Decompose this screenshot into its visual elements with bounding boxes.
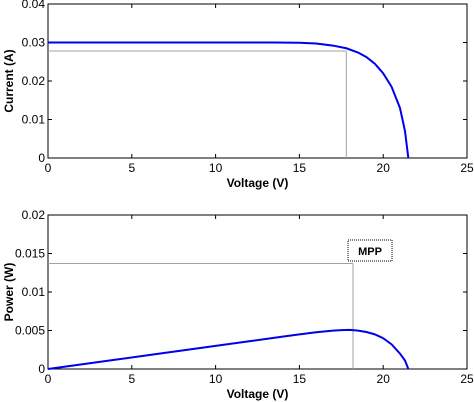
pv-curve xyxy=(47,328,410,370)
pv-y-tick-label: 0 xyxy=(38,362,45,376)
iv-x-tick-label: 25 xyxy=(460,161,474,175)
iv-x-tick-label: 20 xyxy=(377,161,391,175)
pv-x-tick-label: 15 xyxy=(293,372,307,386)
iv-y-tick-label: 0.01 xyxy=(22,113,46,127)
pv-x-tick-label: 0 xyxy=(45,372,52,386)
pv-plot: 0 5 10 15 20 25 0 0.005 0.01 0.015 0.02 MPP Voltag… xyxy=(2,208,474,401)
iv-curve xyxy=(48,41,410,159)
iv-y-tick-label: 0.03 xyxy=(22,36,46,50)
iv-plot-area xyxy=(47,3,468,159)
pv-x-tick-label: 10 xyxy=(209,372,223,386)
pv-y-axis-label: Power (W) xyxy=(2,263,16,322)
pv-x-axis-label: Voltage (V) xyxy=(227,387,289,401)
pv-x-tick-label: 25 xyxy=(460,372,474,386)
iv-mpp-reference-lines xyxy=(48,50,347,158)
iv-y-tick-label: 0.02 xyxy=(22,74,46,88)
pv-x-tick-label: 5 xyxy=(128,372,135,386)
iv-x-tick-label: 10 xyxy=(209,161,223,175)
mpp-label: MPP xyxy=(358,246,382,258)
mpp-label-box xyxy=(347,239,393,262)
iv-y-tick-label: 0 xyxy=(38,151,45,165)
iv-y-axis-label: Current (A) xyxy=(2,49,16,112)
pv-y-tick-label: 0.02 xyxy=(22,208,46,222)
pv-x-tick-label: 20 xyxy=(377,372,391,386)
pv-y-tick-label: 0.005 xyxy=(15,324,45,338)
pv-plot-area xyxy=(47,214,468,370)
iv-x-tick-label: 5 xyxy=(128,161,135,175)
pv-y-tick-label: 0.01 xyxy=(22,285,46,299)
pv-mpp-reference-lines xyxy=(48,263,354,369)
pv-y-tick-label: 0.015 xyxy=(15,247,45,261)
pv-ticks: 0 5 10 15 20 25 0 0.005 0.01 0.015 0.02 xyxy=(15,208,474,386)
iv-y-tick-label: 0.04 xyxy=(22,0,46,11)
mpp-annotation: MPP xyxy=(347,239,393,262)
iv-x-axis-label: Voltage (V) xyxy=(227,176,289,190)
iv-ticks: 0 5 10 15 20 25 0 0.01 0.02 0.03 0.04 xyxy=(22,0,474,175)
iv-x-tick-label: 15 xyxy=(293,161,307,175)
iv-x-tick-label: 0 xyxy=(45,161,52,175)
